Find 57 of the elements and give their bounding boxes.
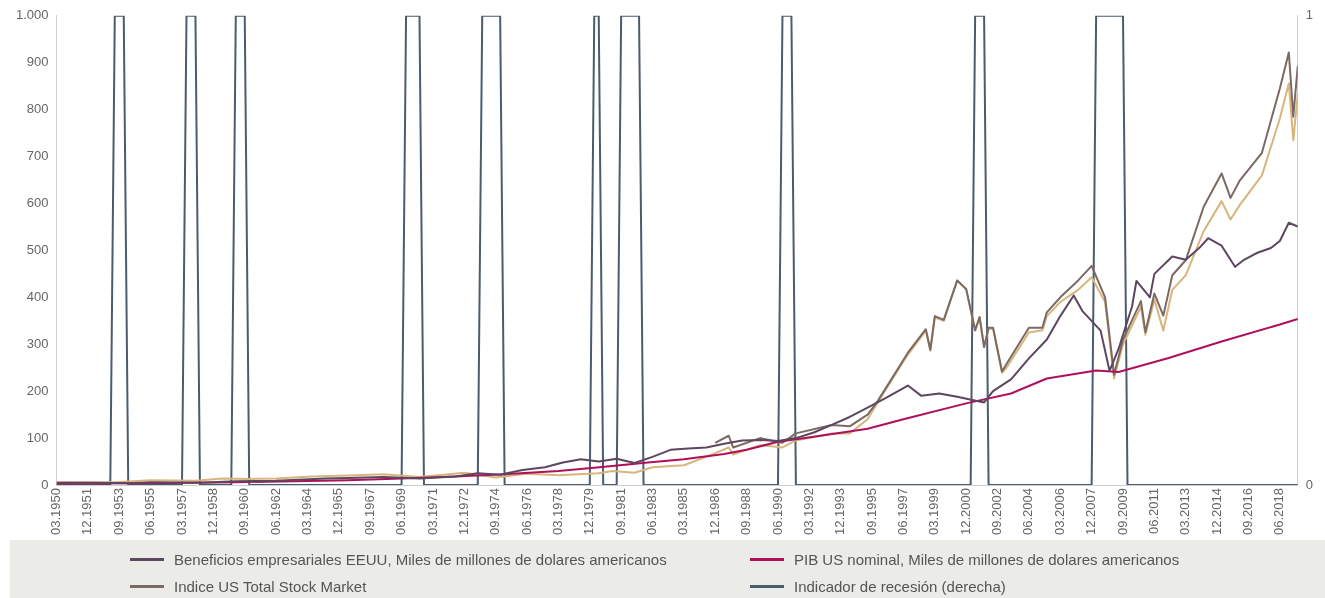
y-tick-label: 800	[26, 101, 49, 117]
x-tick-label: 09.1981	[612, 488, 628, 536]
x-tick-label: 09.2016	[1240, 488, 1256, 536]
x-tick-label: 09.1953	[110, 488, 126, 536]
x-tick-label: 12.1951	[79, 488, 95, 536]
x-tick-label: 12.1986	[706, 488, 722, 536]
y-tick-label: 900	[26, 54, 49, 70]
y-tick-label: 300	[26, 335, 49, 351]
x-tick-label: 12.1993	[832, 488, 848, 536]
x-tick-label: 03.1950	[48, 488, 64, 536]
x-tick-label: 09.2009	[1114, 488, 1130, 536]
x-tick-label: 12.2000	[957, 488, 973, 536]
legend-label: Indicador de recesión (derecha)	[794, 578, 1006, 595]
y2-tick-label: 1	[1305, 7, 1313, 23]
x-tick-label: 03.1964	[299, 488, 315, 536]
x-tick-label: 09.1967	[361, 488, 377, 536]
y-tick-label: 600	[26, 195, 49, 211]
x-tick-label: 03.1957	[173, 488, 189, 536]
x-tick-label: 06.1962	[267, 488, 283, 536]
x-tick-label: 12.2014	[1208, 488, 1224, 536]
legend-label: PIB US nominal, Miles de millones de dolares americanos	[794, 551, 1180, 568]
y-tick-label: 700	[26, 148, 49, 164]
x-tick-label: 06.2004	[1020, 488, 1036, 536]
legend-label: Indice US Total Stock Market	[174, 578, 367, 595]
y-tick-label: 0	[41, 476, 49, 492]
x-tick-label: 03.1999	[926, 488, 942, 536]
x-tick-label: 06.1997	[895, 488, 911, 536]
x-tick-label: 09.2002	[989, 488, 1005, 536]
y2-tick-label: 0	[1305, 476, 1313, 492]
y-tick-label: 500	[26, 241, 49, 257]
x-tick-label: 06.1983	[644, 488, 660, 536]
x-tick-label: 03.1978	[549, 488, 565, 536]
x-tick-label: 06.1990	[769, 488, 785, 536]
x-tick-label: 06.1969	[393, 488, 409, 536]
x-tick-label: 06.1976	[518, 488, 534, 536]
x-tick-label: 12.1979	[581, 488, 597, 536]
x-tick-label: 03.1992	[800, 488, 816, 536]
y-tick-label: 100	[26, 429, 49, 445]
x-tick-label: 09.1988	[738, 488, 754, 536]
y-tick-label: 200	[26, 382, 49, 398]
x-tick-label: 03.2013	[1177, 488, 1193, 536]
x-tick-label: 12.2007	[1083, 488, 1099, 536]
x-tick-label: 12.1972	[455, 488, 471, 536]
x-tick-label: 06.2011	[1145, 488, 1161, 535]
x-tick-label: 12.1965	[330, 488, 346, 536]
x-tick-label: 12.1958	[204, 488, 220, 536]
x-tick-label: 03.1971	[424, 488, 440, 536]
y-tick-label: 1.000	[15, 7, 49, 23]
x-tick-label: 06.1955	[142, 488, 158, 536]
legend-label: Beneficios empresariales EEUU, Miles de millones de dolares americanos	[174, 551, 667, 568]
x-tick-label: 03.2006	[1051, 488, 1067, 536]
x-tick-label: 03.1985	[675, 488, 691, 536]
x-tick-label: 06.2018	[1271, 488, 1287, 536]
x-tick-label: 09.1960	[236, 488, 252, 536]
y-tick-label: 400	[26, 288, 49, 304]
x-tick-label: 09.1974	[487, 488, 503, 536]
x-tick-label: 09.1995	[863, 488, 879, 536]
